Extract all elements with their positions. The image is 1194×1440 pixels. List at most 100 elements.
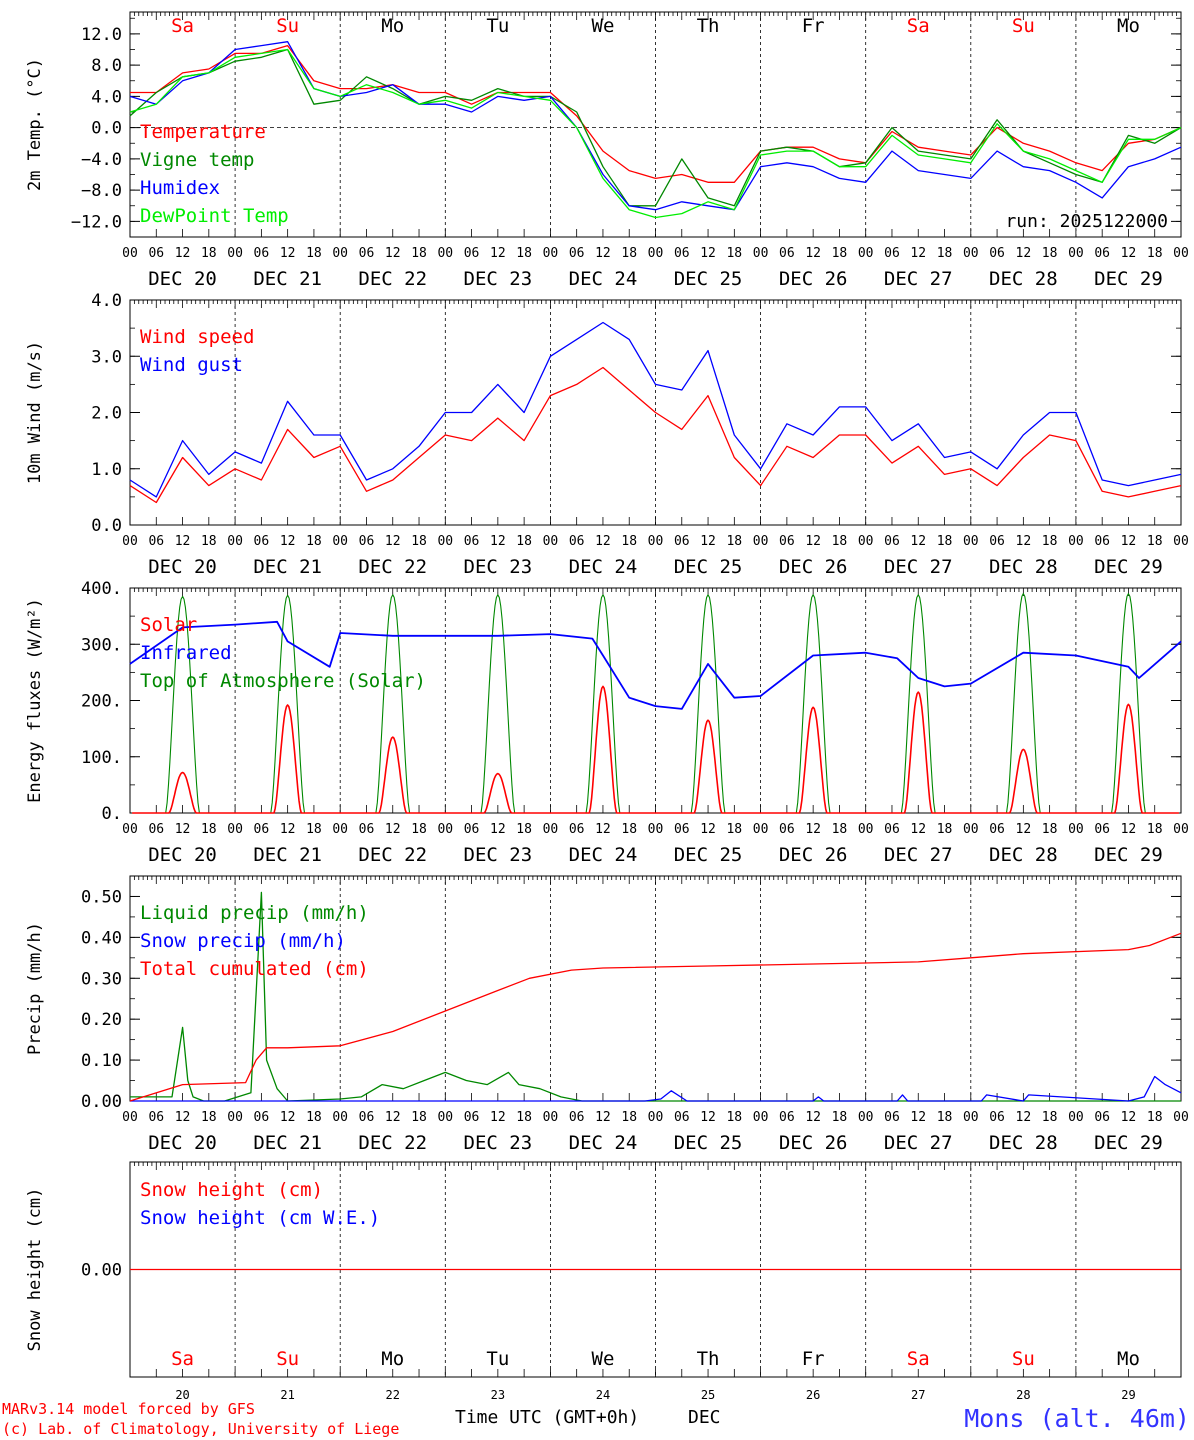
date-label: DEC 24 [569,1132,638,1154]
hour-label: 18 [726,246,742,261]
hour-label: 18 [1147,534,1163,549]
hour-label: 00 [543,1110,559,1125]
hour-label: 18 [306,534,322,549]
hour-label: 18 [411,1110,427,1125]
hour-label: 06 [464,534,480,549]
day-name: We [592,1348,615,1370]
date-label: DEC 21 [253,556,322,578]
hour-label: 00 [437,1110,453,1125]
date-label: DEC 27 [884,1132,953,1154]
y-tick-label: 4.0 [91,291,122,311]
day-name: Mo [1117,15,1140,37]
hour-label: 06 [779,1110,795,1125]
hour-label: 12 [805,822,821,837]
date-label: DEC 26 [779,844,848,866]
day-name: We [592,15,615,37]
hour-label: 06 [989,246,1005,261]
hour-label: 18 [726,1110,742,1125]
y-tick-label: 0.00 [81,1261,122,1281]
hour-label: 18 [832,534,848,549]
hour-label: 00 [227,246,243,261]
day-number: 29 [1121,1388,1135,1402]
hour-label: 00 [543,246,559,261]
hour-label: 18 [832,246,848,261]
hour-label: 06 [779,822,795,837]
date-label: DEC 28 [989,556,1058,578]
day-name: Su [276,1348,299,1370]
hour-label: 06 [254,1110,270,1125]
hour-label: 00 [648,534,664,549]
hour-label: 00 [858,822,874,837]
date-label: DEC 20 [148,268,217,290]
panel-precip: 0.00 0.10 0.20 0.30 0.40 0.50 Precip (mm/h) 00 0… [25,875,1189,1154]
hour-label: 06 [359,822,375,837]
hour-label: 12 [1121,534,1137,549]
hour-label: 00 [227,822,243,837]
series-line-0 [129,366,1182,504]
day-number: 25 [701,1388,715,1402]
date-label: DEC 25 [674,1132,743,1154]
hour-label: 00 [753,822,769,837]
date-label: DEC 24 [569,268,638,290]
date-label: DEC 21 [253,844,322,866]
hour-label: 12 [175,1110,191,1125]
day-name: Su [1012,15,1035,37]
hour-label: 00 [648,246,664,261]
hour-label: 18 [937,246,953,261]
hour-label: 12 [1121,246,1137,261]
hour-label: 00 [1068,246,1084,261]
hour-label: 00 [332,246,348,261]
y-tick-label: 2.0 [91,404,122,424]
legend-entry: Infrared [140,642,232,664]
date-label: DEC 27 [884,556,953,578]
hour-label: 18 [201,534,217,549]
day-name: Tu [486,1348,509,1370]
hour-label: 06 [884,1110,900,1125]
hour-label: 00 [753,1110,769,1125]
hour-label: 00 [648,822,664,837]
hour-label: 00 [753,534,769,549]
y-tick-label: 3.0 [91,347,122,367]
hour-label: 12 [805,246,821,261]
hour-label: 18 [937,1110,953,1125]
y-tick-label: 0.10 [81,1051,122,1071]
date-label: DEC 22 [358,556,427,578]
hour-label: 12 [595,534,611,549]
hour-label: 06 [359,246,375,261]
legend-entry: Solar [140,614,197,636]
hour-label: 18 [1147,1110,1163,1125]
legend-entry: Snow precip (mm/h) [140,930,346,952]
hour-label: 06 [569,1110,585,1125]
hour-label: 18 [306,1110,322,1125]
hour-label: 12 [595,1110,611,1125]
time-axis-label: Time UTC (GMT+0h) [455,1407,639,1428]
hour-label: 18 [411,534,427,549]
hour-label: 12 [280,1110,296,1125]
hour-label: 18 [201,822,217,837]
y-axis-label: 2m Temp. (°C) [25,58,45,191]
hour-label: 12 [490,822,506,837]
hour-label: 12 [595,246,611,261]
hour-label: 12 [385,246,401,261]
y-tick-label: 100. [81,748,122,768]
date-label: DEC 24 [569,844,638,866]
hour-label: 00 [648,1110,664,1125]
hour-label: 18 [1042,1110,1058,1125]
series-line-1 [129,48,1182,207]
y-tick-label: 0.40 [81,928,122,948]
y-axis-label: Snow height (cm) [25,1188,45,1352]
day-name: Sa [907,1348,930,1370]
day-number: 22 [386,1388,400,1402]
series-line-2 [129,932,1182,1102]
hour-label: 06 [1094,246,1110,261]
date-label: DEC 20 [148,1132,217,1154]
day-name: Mo [1117,1348,1140,1370]
hour-label: 00 [963,534,979,549]
hour-label: 00 [437,246,453,261]
day-name: Th [697,15,720,37]
hour-label: 18 [201,246,217,261]
hour-label: 06 [359,534,375,549]
legend-entry: Snow height (cm) [140,1179,323,1201]
solar-line [132,685,1179,814]
date-label: DEC 22 [358,268,427,290]
